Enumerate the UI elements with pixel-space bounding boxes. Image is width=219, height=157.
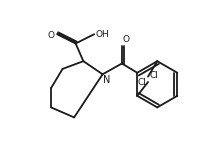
Text: Cl: Cl [138,78,147,87]
Text: N: N [103,75,111,85]
Text: OH: OH [96,30,110,39]
Text: O: O [47,30,54,40]
Text: Cl: Cl [150,71,159,80]
Text: O: O [123,35,130,44]
